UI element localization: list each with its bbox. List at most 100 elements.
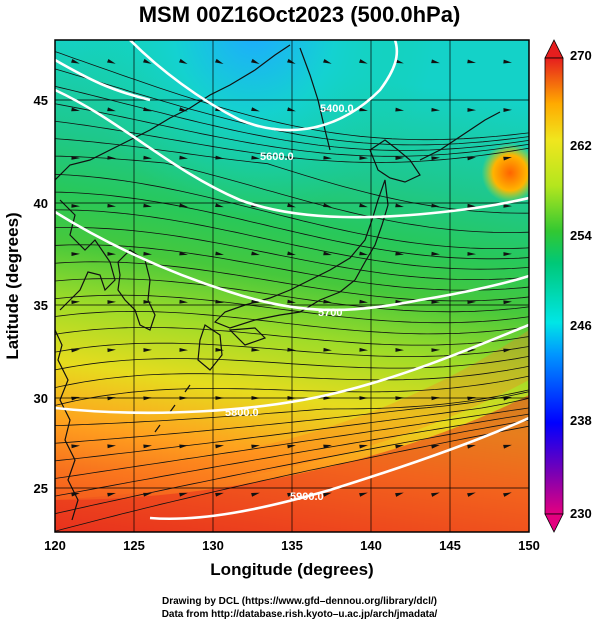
flow-arrow-icon [467,203,476,208]
flow-arrow-icon [359,299,368,304]
credit-line-drawing: Drawing by DCL (https://www.gfd–dennou.o… [161,596,437,607]
streamline [55,365,529,389]
streamline [55,227,529,280]
flow-arrow-icon [251,492,260,497]
flow-arrow-icon [431,492,440,497]
flow-arrow-icon [179,155,188,160]
flow-arrow-icon [395,299,404,304]
streamline [55,407,529,479]
flow-arrow-icon [287,251,296,256]
height-contours [55,40,529,521]
flow-arrow-icon [107,300,116,304]
y-axis-title: Latitude (degrees) [3,212,22,359]
flow-arrow-icon [467,492,476,497]
colorbar-label: 262 [570,138,592,153]
flow-arrow-icon [107,492,116,497]
flow-arrow-icon [143,155,152,160]
flow-arrow-icon [359,107,368,112]
contour-label-5900: 5900.0 [290,491,324,503]
flow-arrow-icon [251,107,260,112]
flow-arrow-icon [71,107,80,112]
flow-arrow-icon [71,348,80,353]
streamline [55,389,529,427]
flow-arrow-icon [467,251,476,256]
streamline [55,173,529,249]
flow-arrow-icon [359,155,368,160]
contour-5400 [129,40,399,132]
flow-arrow-icon [323,203,332,208]
x-tick-label: 150 [518,538,540,553]
flow-arrow-icon [503,203,512,208]
streamlines [55,51,529,532]
streamline [55,51,529,141]
flow-arrow-icon [503,444,512,449]
flow-arrow-icon [215,299,224,304]
contour-label-5700: 5700 [318,307,342,319]
flow-arrow-icon [215,251,224,256]
x-tick-label: 130 [202,538,224,553]
flow-arrow-icon [251,155,260,160]
flow-arrow-icon [323,444,332,449]
flow-arrow-icon [71,155,80,160]
flow-arrow-icon [251,251,260,256]
x-axis-title: Longitude (degrees) [210,560,373,579]
flow-arrow-icon [431,444,440,449]
flow-arrow-icon [287,444,296,449]
flow-arrow-icon [287,155,296,160]
streamline [55,326,529,346]
flow-arrow-icon [503,156,512,161]
contour-labels: 5400.0 5600.0 5700 5800.0 5900.0 [225,103,354,503]
flow-arrow-icon [215,203,224,208]
flow-arrow-icon [467,108,476,112]
credit-line-data: Data from http://database.rish.kyoto–u.a… [161,609,438,620]
flow-arrow-icon [107,396,116,401]
flow-arrow-icon [359,444,368,449]
flow-arrow-icon [503,252,512,257]
flow-arrow-icon [71,252,80,256]
flow-arrow-icon [143,492,152,497]
flow-arrow-icon [395,107,404,112]
flow-arrow-icon [431,251,440,256]
streamline [55,85,529,151]
flow-arrow-icon [179,58,188,65]
x-tick-label: 125 [123,538,145,553]
colorbar-label: 230 [570,506,592,521]
contour-label-5600: 5600.0 [260,151,294,163]
flow-arrow-icon [107,155,116,160]
flow-arrow-icon [467,156,476,161]
flow-arrow-icon [143,251,152,256]
flow-arrow-icon [71,444,80,449]
streamline [55,310,529,335]
flow-arrow-icon [251,444,260,449]
flow-arrow-icon [323,347,332,352]
flow-arrow-icon [287,492,296,497]
flow-arrow-icon [215,155,224,160]
streamline [55,68,529,146]
flow-arrow-icon [395,156,404,160]
y-tick-label: 35 [34,298,48,313]
plot-frame [54,39,530,533]
flow-arrow-icon [143,107,152,112]
flow-arrow-icon [431,299,440,304]
x-tick-label: 120 [44,538,66,553]
streamline [55,375,529,406]
flow-arrow-icon [71,59,80,64]
flow-arrow-icon [107,203,116,208]
flow-arrow-icon [395,348,404,352]
flow-arrow-icon [359,59,368,64]
flow-arrow-icon [179,203,188,208]
flow-arrow-icon [179,299,188,304]
flow-arrow-icon [323,155,332,160]
flow-arrow-icon [467,300,476,305]
streamline [55,419,529,515]
x-tick-label: 135 [281,538,303,553]
triangle-up-icon [544,39,564,59]
flow-arrow-icon [287,58,296,64]
flow-arrow-icon [143,348,152,352]
flow-arrow-icon [431,107,440,112]
flow-arrow-icon [107,251,116,256]
colorbar: 270 262 254 246 238 230 [544,39,592,533]
flow-arrow-icon [503,108,512,113]
flow-arrow-icon [287,203,296,208]
flow-arrow-icon [323,251,332,256]
